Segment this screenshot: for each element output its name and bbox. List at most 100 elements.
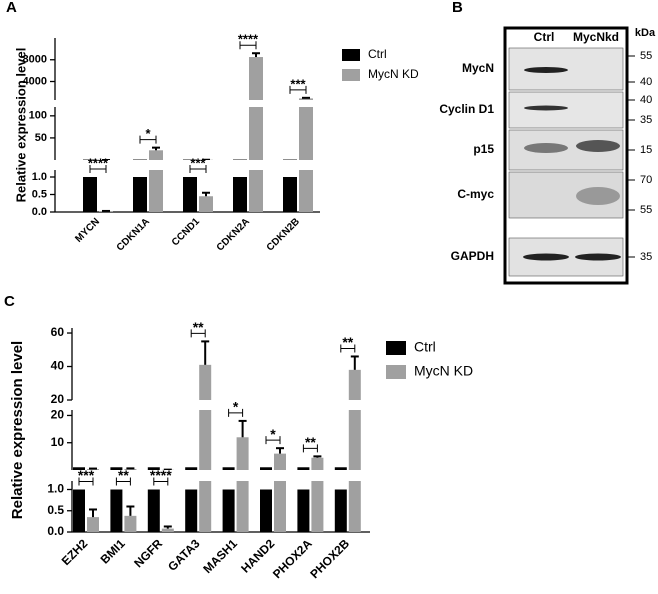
legend-label: Ctrl: [414, 339, 436, 355]
y-tick-label: 0.5: [47, 503, 64, 517]
y-tick-label: 20: [51, 392, 65, 406]
row-label: MycN: [462, 61, 494, 75]
bar: [199, 364, 212, 400]
significance-bracket: [239, 41, 257, 50]
bar: [133, 177, 147, 212]
significance-bracket: [153, 477, 169, 486]
blot-band: [524, 67, 568, 73]
significance-label: ***: [78, 467, 95, 483]
bar: [73, 489, 85, 532]
bar: [147, 489, 160, 532]
bar: [73, 467, 85, 470]
panel-label: B: [452, 0, 463, 16]
bar: [236, 481, 249, 532]
marker-label: 55: [640, 50, 652, 62]
bar: [311, 457, 324, 470]
y-tick-label: 60: [51, 325, 65, 339]
marker-label: 15: [640, 144, 652, 156]
legend-swatch: [342, 49, 360, 61]
bar: [249, 170, 263, 212]
row-label: p15: [473, 142, 494, 156]
bar: [274, 453, 286, 470]
significance-label: **: [118, 467, 129, 483]
bar: [87, 517, 99, 532]
bar: [334, 467, 347, 470]
bar: [149, 150, 163, 160]
blot-panel: [503, 26, 629, 285]
y-tick-label: 0.0: [47, 524, 64, 538]
lane-label: MycNkd: [573, 30, 619, 44]
error-bar: [350, 355, 359, 370]
bar: [311, 481, 324, 532]
error-bar: [152, 146, 160, 151]
bar: [299, 170, 313, 212]
significance-label: *: [233, 399, 239, 415]
significance-label: ****: [88, 155, 109, 170]
marker-label: 70: [640, 174, 652, 186]
x-tick-label: MYCN: [73, 216, 102, 245]
legend-swatch: [386, 365, 406, 379]
bar: [185, 489, 198, 532]
blot-band: [576, 140, 620, 152]
significance-label: ****: [150, 467, 172, 483]
significance-label: **: [305, 434, 316, 450]
bar: [183, 177, 197, 212]
unit-label: kDa: [635, 27, 656, 39]
bar: [147, 467, 160, 470]
row-label: C-myc: [457, 187, 494, 201]
y-tick-label: 1.0: [32, 171, 47, 183]
bar: [283, 177, 297, 212]
error-bar: [201, 340, 210, 365]
bar: [222, 467, 235, 470]
x-tick-label: CDKN1A: [115, 216, 152, 253]
significance-bracket: [78, 477, 94, 486]
significance-bracket: [340, 344, 356, 353]
bar: [249, 107, 263, 160]
error-bar: [89, 508, 97, 518]
significance-label: ****: [238, 32, 259, 47]
panel-label: A: [6, 0, 17, 16]
x-tick-label: CDKN2B: [265, 216, 302, 253]
y-tick-label: 20: [51, 408, 65, 422]
y-tick-label: 0.5: [32, 188, 47, 200]
bar: [348, 369, 361, 400]
bar: [260, 489, 272, 532]
blot-band: [524, 105, 568, 111]
y-tick-label: 50: [35, 132, 47, 144]
x-tick-label: PHOX2B: [307, 536, 352, 581]
y-tick-label: 8000: [23, 54, 47, 66]
error-bar: [126, 467, 135, 470]
x-tick-label: GATA3: [165, 536, 203, 574]
x-tick-label: BMI1: [98, 536, 128, 566]
error-bar: [313, 455, 322, 458]
bar: [124, 515, 137, 532]
x-tick-label: PHOX2A: [270, 536, 315, 581]
significance-bracket: [190, 329, 206, 338]
marker-label: 35: [640, 114, 652, 126]
marker-label: 35: [640, 251, 652, 263]
significance-bracket: [189, 165, 207, 173]
bar: [297, 489, 310, 532]
y-tick-label: 100: [29, 110, 47, 122]
marker-label: 40: [640, 76, 652, 88]
blot-strip: [508, 91, 624, 129]
error-bar: [252, 52, 260, 58]
x-tick-label: EZH2: [59, 536, 91, 568]
lane-label: Ctrl: [534, 30, 555, 44]
significance-bracket: [139, 135, 157, 144]
significance-bracket: [115, 477, 131, 486]
panel-label: C: [4, 293, 15, 310]
x-tick-label: NGFR: [131, 536, 165, 570]
bar: [334, 489, 347, 532]
significance-label: ***: [290, 76, 306, 91]
bar: [124, 468, 137, 470]
blot-band: [575, 253, 621, 261]
significance-label: **: [193, 319, 204, 335]
bar: [274, 481, 286, 532]
error-bar: [163, 525, 172, 529]
y-tick-label: 1.0: [47, 482, 64, 496]
significance-bracket: [228, 408, 244, 417]
blot-band: [523, 253, 569, 261]
bar: [199, 410, 212, 470]
bar: [149, 170, 163, 212]
